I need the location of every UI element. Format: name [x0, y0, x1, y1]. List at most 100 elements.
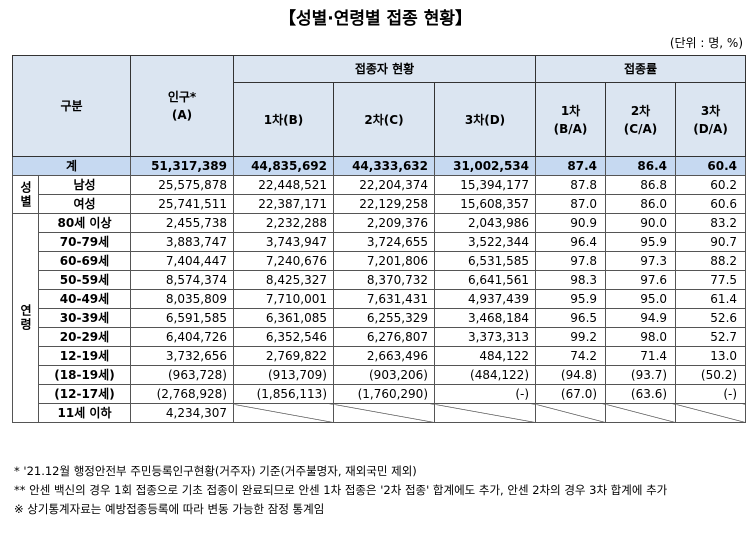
- header-cell: 접종자 현황: [232, 55, 537, 83]
- header-row: 구분 인구* (A) 접종자 현황 접종률: [12, 55, 747, 157]
- data-cell: 484,122: [433, 346, 537, 366]
- data-cell: (-): [675, 384, 747, 404]
- header-cell: 3차 (D/A): [675, 82, 747, 157]
- empty-cell: [675, 403, 747, 423]
- data-cell: 8,370,732: [333, 270, 435, 290]
- header-text: (D/A): [693, 121, 728, 136]
- total-row: 계 51,317,389 44,835,692 44,333,632 31,002,53…: [12, 156, 747, 176]
- data-row: 성별 남성 25,575,878 22,448,521 22,204,374 15,394…: [12, 175, 747, 214]
- data-cell: 86.0: [605, 194, 677, 214]
- data-cell: (1,760,290): [333, 384, 435, 404]
- header-cell: 1차(B): [233, 82, 334, 157]
- empty-cell: [333, 403, 435, 423]
- data-cell: 83.2: [675, 213, 747, 233]
- header-cell: 1차 (B/A): [535, 82, 607, 157]
- data-cell: 44,333,632: [333, 156, 435, 176]
- data-cell: 8,425,327: [233, 270, 334, 290]
- data-cell: 3,732,656: [130, 346, 234, 366]
- data-cell: 87.0: [535, 194, 607, 214]
- data-cell: (94.8): [535, 365, 607, 385]
- unit-note: (단위 : 명, %): [669, 36, 743, 50]
- data-cell: (2,768,928): [130, 384, 234, 404]
- data-cell: 7,710,001: [233, 289, 334, 309]
- data-cell: 97.3: [605, 251, 677, 271]
- data-cell: 7,404,447: [130, 251, 234, 271]
- empty-cell: [433, 403, 537, 423]
- data-cell: 8,574,374: [130, 270, 234, 290]
- data-row: 20-29세 6,404,726 6,352,546 6,276,807 3,373,3…: [13, 327, 747, 347]
- data-cell: 15,394,177: [433, 175, 537, 195]
- data-cell: 60.4: [675, 156, 747, 176]
- data-cell: 98.0: [605, 327, 677, 347]
- header-cell: 구분: [12, 55, 131, 157]
- data-cell: 3,883,747: [130, 232, 234, 252]
- data-cell: 2,769,822: [233, 346, 334, 366]
- header-row: 1차(B) 2차(C) 3차(D) 1차 (B/A) 2차 (C/A) 3차 (D/A): [13, 82, 747, 157]
- data-cell: 44,835,692: [233, 156, 334, 176]
- data-cell: 99.2: [535, 327, 607, 347]
- data-cell: 74.2: [535, 346, 607, 366]
- data-cell: 22,204,374: [333, 175, 435, 195]
- data-row: 11세 이하 4,234,307: [13, 403, 747, 423]
- data-row: 연령 80세 이상 2,455,738 2,232,288 2,209,376 2,043…: [12, 213, 747, 423]
- data-row: (18-19세) (963,728) (913,709) (903,206) (484,…: [13, 365, 747, 385]
- row-label: 30-39세: [38, 308, 131, 328]
- data-cell: 90.7: [675, 232, 747, 252]
- data-row: 여성 25,741,511 22,387,171 22,129,258 15,608,3…: [13, 194, 747, 214]
- data-cell: 6,531,585: [433, 251, 537, 271]
- data-cell: 86.8: [605, 175, 677, 195]
- header-text: (A): [171, 108, 193, 122]
- data-cell: 2,043,986: [433, 213, 537, 233]
- data-cell: 96.5: [535, 308, 607, 328]
- data-cell: 2,455,738: [130, 213, 234, 233]
- header-text: 2차: [630, 103, 651, 118]
- data-cell: (484,122): [433, 365, 537, 385]
- header-text: (C/A): [623, 121, 658, 136]
- data-cell: 71.4: [605, 346, 677, 366]
- data-cell: (63.6): [605, 384, 677, 404]
- data-cell: 90.9: [535, 213, 607, 233]
- title: 【성별·연령별 접종 현황】: [278, 9, 473, 29]
- data-cell: 51,317,389: [130, 156, 234, 176]
- row-label: (18-19세): [38, 365, 131, 385]
- data-cell: 3,468,184: [433, 308, 537, 328]
- footnote: ** 안센 백신의 경우 1회 접종으로 기초 접종이 완료되므로 안센 1차 …: [14, 483, 668, 497]
- row-label: 계: [12, 156, 131, 176]
- data-cell: 96.4: [535, 232, 607, 252]
- data-cell: (963,728): [130, 365, 234, 385]
- vaccination-table: 구분 인구* (A) 접종자 현황 접종률 1차(B) 2차(C) 3차(D) 1차 (B…: [12, 55, 747, 423]
- data-row: (12-17세) (2,768,928) (1,856,113) (1,760,290…: [13, 384, 747, 404]
- data-cell: 25,741,511: [130, 194, 234, 214]
- data-cell: 6,404,726: [130, 327, 234, 347]
- data-cell: 22,448,521: [233, 175, 334, 195]
- data-cell: 86.4: [605, 156, 677, 176]
- header-cell: 인구* (A): [130, 55, 234, 157]
- data-row: 30-39세 6,591,585 6,361,085 6,255,329 3,468,1…: [13, 308, 747, 328]
- data-cell: (913,709): [233, 365, 334, 385]
- header-text: 1차: [560, 103, 581, 118]
- data-cell: 94.9: [605, 308, 677, 328]
- data-cell: 95.9: [535, 289, 607, 309]
- group-label: 성별: [12, 175, 39, 214]
- data-cell: 90.0: [605, 213, 677, 233]
- data-cell: 4,234,307: [130, 403, 234, 423]
- data-row: 40-49세 8,035,809 7,710,001 7,631,431 4,937,4…: [13, 289, 747, 309]
- data-cell: 77.5: [675, 270, 747, 290]
- header-cell: 3차(D): [433, 82, 537, 157]
- empty-cell: [605, 403, 677, 423]
- data-cell: 2,663,496: [333, 346, 435, 366]
- data-cell: 13.0: [675, 346, 747, 366]
- row-label: 20-29세: [38, 327, 131, 347]
- data-cell: (50.2): [675, 365, 747, 385]
- header-cell: 접종률: [535, 55, 747, 83]
- data-cell: 7,201,806: [333, 251, 435, 271]
- data-cell: 3,522,344: [433, 232, 537, 252]
- row-label: 11세 이하: [38, 403, 131, 423]
- footnote: ※ 상기통계자료는 예방접종등록에 따라 변동 가능한 잠정 통계임: [14, 502, 325, 516]
- row-label: (12-17세): [38, 384, 131, 404]
- data-cell: 15,608,357: [433, 194, 537, 214]
- data-row: 12-19세 3,732,656 2,769,822 2,663,496 484,122…: [13, 346, 747, 366]
- data-cell: 52.6: [675, 308, 747, 328]
- data-cell: 22,129,258: [333, 194, 435, 214]
